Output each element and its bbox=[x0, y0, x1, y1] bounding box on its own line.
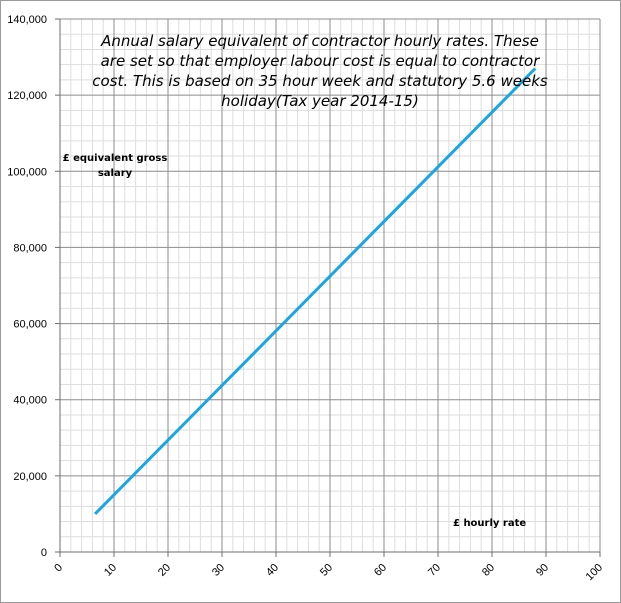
x-tick-labels: 0 10 20 30 40 50 60 70 80 90 100 bbox=[52, 552, 605, 583]
y-axis-label: £ equivalent gross salary bbox=[62, 153, 168, 179]
x-tick-label: 20 bbox=[156, 562, 173, 579]
x-tick-label: 0 bbox=[52, 562, 65, 575]
x-tick-label: 10 bbox=[102, 562, 119, 579]
x-tick-label: 90 bbox=[534, 562, 551, 579]
y-tick-label: 100,000 bbox=[7, 166, 47, 178]
x-tick-label: 30 bbox=[210, 562, 227, 579]
y-tick-label: 120,000 bbox=[7, 90, 47, 102]
y-tick-label: 40,000 bbox=[13, 395, 47, 407]
y-tick-label: 0 bbox=[41, 547, 47, 559]
y-tick-label: 20,000 bbox=[13, 471, 47, 483]
x-axis-label: £ hourly rate bbox=[453, 518, 527, 529]
x-tick-label: 70 bbox=[426, 562, 443, 579]
series-line bbox=[94, 67, 537, 515]
x-tick-label: 100 bbox=[584, 562, 605, 583]
data-series bbox=[94, 67, 537, 515]
y-tick-label: 80,000 bbox=[13, 242, 47, 254]
y-tick-label: 140,000 bbox=[7, 14, 47, 26]
x-tick-label: 40 bbox=[264, 562, 281, 579]
x-tick-label: 60 bbox=[372, 562, 389, 579]
y-tick-labels: 0 20,000 40,000 60,000 80,000 100,000 120,000 1… bbox=[7, 14, 60, 559]
x-tick-label: 80 bbox=[480, 562, 497, 579]
x-tick-label: 50 bbox=[318, 562, 335, 579]
y-tick-label: 60,000 bbox=[13, 319, 47, 331]
chart-title: Annual salary equivalent of contractor h… bbox=[92, 32, 548, 110]
minor-gridlines bbox=[60, 19, 600, 552]
